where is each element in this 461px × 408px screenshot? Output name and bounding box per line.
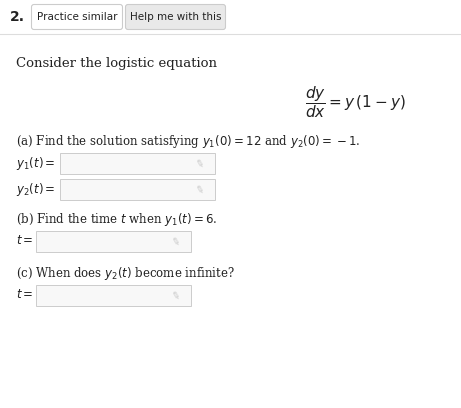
Text: (a) Find the solution satisfying $y_1(0) = 12$ and $y_2(0) = -1$.: (a) Find the solution satisfying $y_1(0)… (16, 133, 360, 149)
Text: (b) Find the time $t$ when $y_1(t) = 6$.: (b) Find the time $t$ when $y_1(t) = 6$. (16, 211, 218, 228)
Text: ✎: ✎ (170, 290, 181, 302)
FancyBboxPatch shape (36, 285, 191, 306)
Text: ✎: ✎ (194, 157, 205, 169)
Text: Consider the logistic equation: Consider the logistic equation (16, 58, 217, 71)
Text: (c) When does $y_2(t)$ become infinite?: (c) When does $y_2(t)$ become infinite? (16, 264, 235, 282)
FancyBboxPatch shape (31, 4, 123, 29)
Text: 2.: 2. (10, 10, 25, 24)
Text: Practice similar: Practice similar (37, 12, 117, 22)
FancyBboxPatch shape (60, 153, 215, 174)
Text: $y_1(t) =$: $y_1(t) =$ (16, 155, 55, 171)
Text: $t =$: $t =$ (16, 235, 34, 248)
FancyBboxPatch shape (60, 179, 215, 200)
Text: $\dfrac{dy}{dx} = y\,(1 - y)$: $\dfrac{dy}{dx} = y\,(1 - y)$ (305, 84, 405, 120)
Text: $y_2(t) =$: $y_2(t) =$ (16, 180, 55, 197)
FancyBboxPatch shape (125, 4, 225, 29)
Text: ✎: ✎ (194, 184, 205, 195)
Text: Help me with this: Help me with this (130, 12, 221, 22)
Text: $t =$: $t =$ (16, 288, 34, 302)
Text: ✎: ✎ (170, 235, 181, 248)
FancyBboxPatch shape (36, 231, 191, 252)
